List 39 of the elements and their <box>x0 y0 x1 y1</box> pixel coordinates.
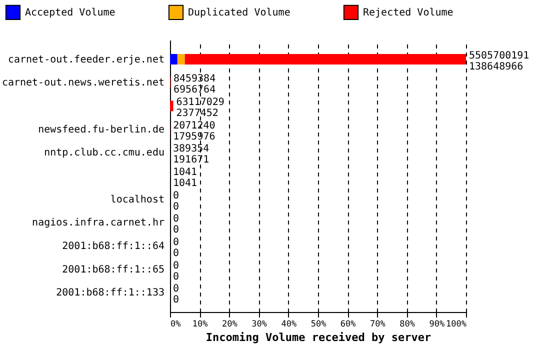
legend-label: Duplicated Volume <box>188 7 290 18</box>
x-tick-label: 100% <box>446 320 466 330</box>
y-tick-label: carnet-out.news.weretis.net <box>2 78 164 89</box>
x-tick-label: 20% <box>222 320 238 330</box>
x-tick-label: 50% <box>310 320 326 330</box>
legend-label: Accepted Volume <box>25 7 116 18</box>
y-tick-label: nntp.club.cc.cmu.edu <box>44 148 164 159</box>
y-tick-label: 2001:b68:ff:1::64 <box>62 241 164 252</box>
x-tick-label: 0% <box>170 320 181 330</box>
text: 0 0 <box>173 284 180 306</box>
y-tick-label: carnet-out.feeder.erje.net <box>8 54 164 66</box>
bar <box>170 54 178 65</box>
text: 1041 1041 <box>173 167 198 189</box>
bar <box>184 54 466 65</box>
y-tick-label: localhost <box>110 194 164 206</box>
bar <box>177 54 185 65</box>
x-axis-title: Incoming Volume received by server <box>206 331 432 344</box>
x-tick-label: 80% <box>400 320 415 330</box>
y-tick-label: nagios.infra.carnet.hr <box>32 218 164 229</box>
x-tick-label: 40% <box>281 320 297 330</box>
legend-label: Rejected Volume <box>363 7 454 18</box>
text: 0 0 <box>173 260 180 282</box>
x-tick-label: 90% <box>429 320 445 330</box>
x-tick-label: 60% <box>340 320 356 330</box>
text: 8459384 6956764 <box>173 74 216 96</box>
text: 0 0 <box>173 237 180 260</box>
text: 5505700191 138648966 <box>469 50 530 72</box>
text: 0 0 <box>173 214 180 236</box>
y-tick-label: 2001:b68:ff:1::65 <box>62 264 164 276</box>
text: 0 0 <box>173 190 180 212</box>
x-tick-label: 10% <box>192 320 208 330</box>
text: 389354 191671 <box>173 144 210 166</box>
y-tick-label: newsfeed.fu-berlin.de <box>38 124 164 136</box>
bar <box>170 100 174 112</box>
y-tick-label: 2001:b68:ff:1::133 <box>56 288 164 299</box>
text: 63117029 2377452 <box>176 96 224 119</box>
text: 2071240 1795976 <box>173 120 216 142</box>
x-tick-label: 30% <box>252 320 267 330</box>
x-tick-label: 70% <box>370 320 386 330</box>
